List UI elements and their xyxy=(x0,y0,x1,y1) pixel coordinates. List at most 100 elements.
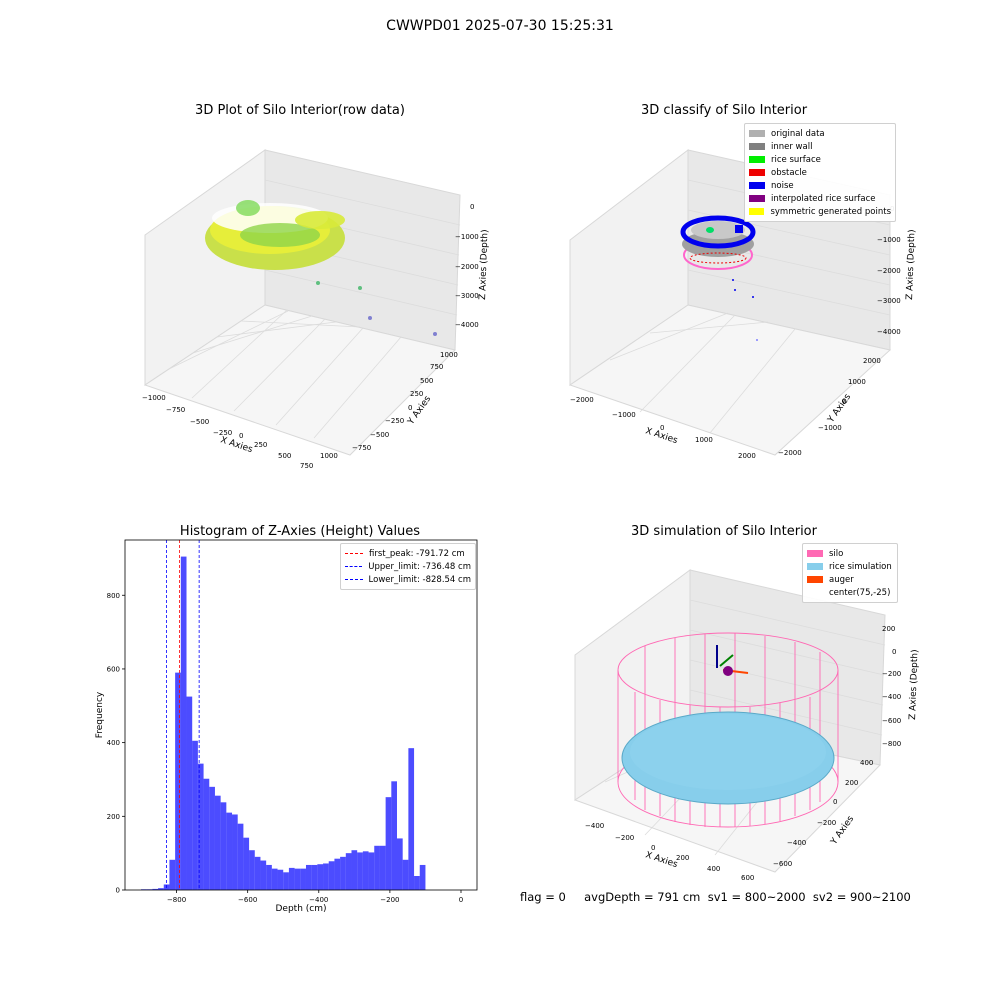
histogram-x-ticks: −800 −600 −400 −200 0 xyxy=(167,890,463,904)
svg-text:−1000: −1000 xyxy=(877,236,901,244)
legend-entry-inner-wall: inner wall xyxy=(749,140,891,153)
histogram-bar xyxy=(408,748,415,890)
histogram-bar xyxy=(414,876,420,890)
raw-z-tick-labels: 0 −1000 −2000 −3000 −4000 xyxy=(455,203,479,329)
svg-text:0: 0 xyxy=(408,404,412,412)
y-tick-label: 600 xyxy=(107,665,120,673)
histogram-bar xyxy=(391,781,397,890)
raw-gridlines xyxy=(168,179,461,439)
svg-text:400: 400 xyxy=(860,759,873,767)
svg-text:−2000: −2000 xyxy=(778,449,802,457)
svg-text:−2000: −2000 xyxy=(877,267,901,275)
legend-entry-interpolated: interpolated rice surface xyxy=(749,192,891,205)
svg-text:−500: −500 xyxy=(370,431,389,439)
histogram-bar xyxy=(249,850,255,890)
rice-simulation-surface xyxy=(621,711,835,805)
simulation-z-axis-label: Z Axies (Depth) xyxy=(908,649,920,720)
histogram-bar xyxy=(192,740,198,890)
svg-text:−2000: −2000 xyxy=(570,396,594,404)
legend-entry-rice-surface: rice surface xyxy=(749,153,891,166)
raw-x-tick-labels: −1000−750 −500 −250 0 250 500 750 1000 xyxy=(142,394,338,470)
svg-text:200: 200 xyxy=(845,779,858,787)
histogram-bar xyxy=(243,837,250,890)
svg-text:0: 0 xyxy=(651,844,655,852)
svg-text:500: 500 xyxy=(278,452,291,460)
histogram-x-axis-label: Depth (cm) xyxy=(275,904,326,914)
histogram-bar xyxy=(362,851,369,890)
svg-text:400: 400 xyxy=(707,865,720,873)
histogram-bar xyxy=(345,853,352,890)
svg-text:−250: −250 xyxy=(213,429,232,437)
histogram-bar xyxy=(397,838,403,890)
svg-text:−1000: −1000 xyxy=(612,411,636,419)
histogram-bar xyxy=(379,845,386,890)
histogram-bar xyxy=(311,864,318,890)
legend-entry-symmetric: symmetric generated points xyxy=(749,205,891,218)
svg-text:0: 0 xyxy=(892,648,896,656)
svg-text:0: 0 xyxy=(239,432,243,440)
x-tick-label: 0 xyxy=(459,896,463,904)
svg-text:−400: −400 xyxy=(585,822,604,830)
histogram-bar xyxy=(283,872,289,890)
svg-text:250: 250 xyxy=(254,441,267,449)
histogram-bar xyxy=(186,696,193,890)
svg-text:−250: −250 xyxy=(385,417,404,425)
svg-text:−400: −400 xyxy=(787,839,806,847)
histogram-bar xyxy=(220,802,227,890)
histogram-y-ticks: 0 200 400 600 800 xyxy=(107,592,125,895)
auger-marker xyxy=(716,645,749,676)
svg-text:−750: −750 xyxy=(352,444,371,452)
histogram-bar xyxy=(226,812,233,890)
svg-text:−4000: −4000 xyxy=(877,328,901,336)
y-tick-label: 0 xyxy=(116,887,120,895)
histogram-bar xyxy=(288,867,295,890)
simulation-z-tick-labels: 200 0 −200 −400 −600 −800 xyxy=(882,625,901,748)
svg-text:1000: 1000 xyxy=(695,436,713,444)
histogram-bar xyxy=(305,864,312,890)
simulation-x-tick-labels: −400 −200 0 200 400 600 xyxy=(585,822,754,882)
classify-plot-title: 3D classify of Silo Interior xyxy=(640,103,808,118)
legend-entry-obstacle: obstacle xyxy=(749,166,891,179)
svg-text:750: 750 xyxy=(430,363,443,371)
histogram-bar xyxy=(260,860,267,890)
svg-text:−600: −600 xyxy=(882,717,901,725)
simulation-legend: silo rice simulation auger center(75,-25… xyxy=(802,543,898,603)
raw-x-axis-label: X Axies xyxy=(219,435,254,455)
histogram-bar xyxy=(266,864,272,890)
histogram-bar xyxy=(237,823,244,890)
svg-text:−2000: −2000 xyxy=(455,263,479,271)
histogram-bar xyxy=(385,797,392,890)
svg-text:750: 750 xyxy=(300,462,313,470)
histogram-bar xyxy=(271,868,278,890)
x-tick-label: −600 xyxy=(238,896,257,904)
legend-entry-silo: silo xyxy=(807,547,893,560)
svg-text:−400: −400 xyxy=(882,693,901,701)
histogram-bar xyxy=(169,859,176,890)
histogram-bars xyxy=(141,556,426,890)
svg-text:600: 600 xyxy=(741,874,754,882)
svg-text:−4000: −4000 xyxy=(455,321,479,329)
raw-z-axis-label: Z Axies (Depth) xyxy=(478,229,490,300)
histogram-bar xyxy=(214,795,221,890)
svg-text:0: 0 xyxy=(833,798,837,806)
histogram-bar xyxy=(357,852,363,890)
histogram-bar xyxy=(328,861,335,890)
legend-entry-rice-simulation: rice simulation xyxy=(807,560,893,573)
svg-text:2000: 2000 xyxy=(863,357,881,365)
x-tick-label: −200 xyxy=(380,896,399,904)
histogram-bar xyxy=(374,845,380,890)
svg-text:−3000: −3000 xyxy=(455,292,479,300)
legend-entry-first-peak: first_peak: -791.72 cm xyxy=(345,547,471,560)
svg-text:500: 500 xyxy=(420,377,433,385)
y-tick-label: 200 xyxy=(107,813,120,821)
histogram-legend: first_peak: -791.72 cm Upper_limit: -736… xyxy=(340,543,476,590)
histogram-bar xyxy=(152,888,159,890)
histogram-bar xyxy=(277,869,284,890)
simulation-plot-title: 3D simulation of Silo Interior xyxy=(631,524,817,539)
histogram-bar xyxy=(419,864,426,890)
legend-entry-lower-limit: Lower_limit: -828.54 cm xyxy=(345,573,471,586)
svg-text:−200: −200 xyxy=(817,819,836,827)
histogram-bar xyxy=(197,763,204,890)
histogram-title: Histogram of Z-Axies (Height) Values xyxy=(179,524,421,539)
simulation-y-tick-labels: −600 −400 −200 0 200 400 xyxy=(773,759,873,868)
